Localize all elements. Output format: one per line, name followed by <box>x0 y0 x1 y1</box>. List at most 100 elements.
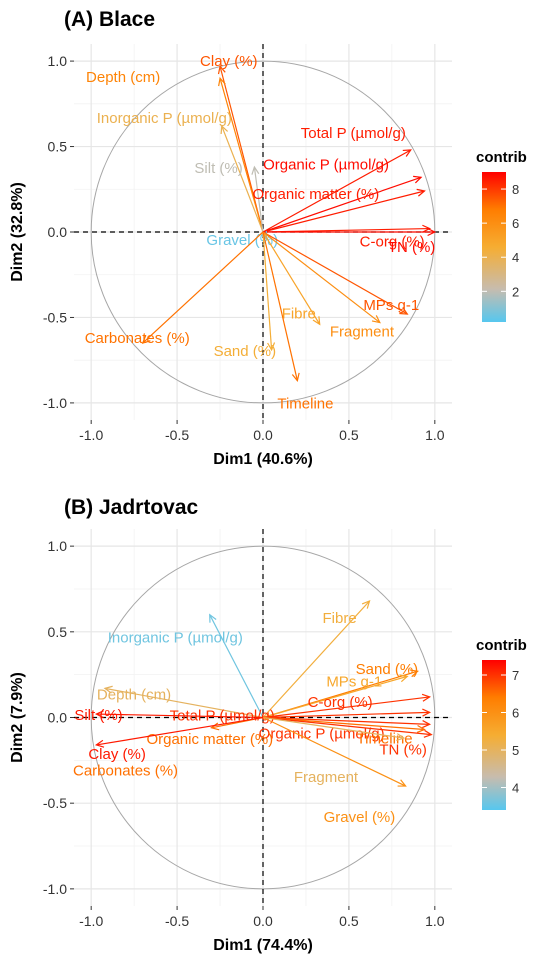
arrow-head <box>422 720 432 729</box>
arrow-shaft <box>262 149 412 233</box>
arrow-shaft <box>262 231 273 350</box>
panel-title: (A) Blace <box>64 8 155 31</box>
y-tick-label: -0.5 <box>43 309 67 325</box>
y-axis-title: Dim2 (7.9%) <box>9 672 26 763</box>
arrow-head <box>361 599 371 609</box>
variable-label: C-org (%) <box>308 694 373 711</box>
variable-label: Carbonates (%) <box>73 763 178 780</box>
legend-tick-label: 8 <box>512 182 519 197</box>
x-tick-label: 0.5 <box>339 427 359 443</box>
legend-tick-label: 7 <box>512 668 519 683</box>
arrow-shaft <box>262 600 370 718</box>
variable-label: TN (%) <box>379 742 427 759</box>
arrow-shaft <box>219 78 264 233</box>
arrow-fragment: Fragment <box>262 231 395 341</box>
arrow-shaft <box>96 713 264 719</box>
arrow-head <box>423 729 433 738</box>
variable-label: Organic matter (%) <box>146 731 273 748</box>
x-tick-label: 1.0 <box>425 427 445 443</box>
arrow-shaft <box>262 711 430 719</box>
arrow-silt: Silt (%) <box>194 160 264 233</box>
y-axis-title: Dim2 (32.8%) <box>9 182 26 282</box>
arrow-head <box>422 224 432 233</box>
arrow-shaft <box>262 190 425 233</box>
y-tick-label: -0.5 <box>43 795 67 811</box>
arrow-carbonates: Carbonates (%) <box>85 231 264 347</box>
y-tick-label: 0.0 <box>48 224 68 240</box>
variable-label: Timeline <box>277 396 333 413</box>
arrow-head <box>103 685 113 694</box>
arrow-head <box>422 708 432 717</box>
x-axis-title: Dim1 (74.4%) <box>213 937 313 954</box>
y-tick-label: -1.0 <box>43 881 67 897</box>
arrow-shaft <box>262 231 381 324</box>
legend-tick-label: 6 <box>512 216 519 231</box>
legend-colorbar <box>482 660 506 810</box>
arrow-head <box>416 724 426 733</box>
panel-title: (B) Jadrtovac <box>64 496 199 519</box>
variable-label: Organic P (µmol/g) <box>263 156 389 173</box>
arrow-organic-matter: Organic matter (%) <box>253 186 426 233</box>
arrow-head <box>312 316 321 326</box>
arrow-gravel: Gravel (%) <box>262 716 407 826</box>
arrow-head <box>409 669 419 678</box>
arrow-organic-p-umol-g: Organic P (µmol/g) <box>262 156 423 233</box>
arrow-head <box>416 188 426 197</box>
x-tick-label: 0.0 <box>253 913 273 929</box>
arrow-shaft <box>262 231 321 325</box>
arrow-sand: Sand (%) <box>214 231 277 360</box>
x-tick-label: -1.0 <box>79 427 103 443</box>
arrow-head <box>210 722 220 731</box>
arrow-head <box>397 779 407 787</box>
legend-title: contrib <box>476 149 527 166</box>
arrow-head <box>396 733 406 742</box>
arrow-shaft <box>262 716 432 736</box>
arrow-head <box>399 307 409 315</box>
arrow-timeline: Timeline <box>262 231 334 413</box>
variable-label: TN (%) <box>388 239 436 256</box>
variable-label: Gravel (%) <box>324 809 396 826</box>
arrow-c-org: C-org (%) <box>262 693 432 719</box>
arrow-total-p-umol-g: Total P (µmol/g) <box>262 125 412 233</box>
x-tick-label: -0.5 <box>165 427 189 443</box>
legend-tick-label: 5 <box>512 743 519 758</box>
legend-tick-label: 6 <box>512 706 519 721</box>
arrow-shaft <box>253 166 264 233</box>
arrow-head <box>427 227 437 237</box>
legend-tick-label: 4 <box>512 250 519 265</box>
variable-label: Carbonates (%) <box>85 330 190 347</box>
arrow-fibre: Fibre <box>262 599 371 718</box>
arrow-head <box>399 674 409 683</box>
arrow-head <box>413 175 423 184</box>
x-tick-label: 1.0 <box>425 913 445 929</box>
arrow-mps-g-1: MPs g-1 <box>262 231 419 315</box>
arrow-organic-p-umol-g: Organic P (µmol/g) <box>259 716 432 742</box>
y-tick-label: 1.0 <box>48 53 68 69</box>
y-tick-label: 0.0 <box>48 710 68 726</box>
arrow-shaft <box>262 231 298 381</box>
variable-label: Fibre <box>282 305 316 322</box>
legend-tick-label: 2 <box>512 284 519 299</box>
variable-label: Depth (cm) <box>97 686 171 703</box>
panel-blace: (A) Blace -1.0 -0.5 0.0 0.5 1.0 -1.0 -0.5 0.0 0.5… <box>9 8 527 468</box>
y-tick-label: -1.0 <box>43 395 67 411</box>
arrow-head <box>251 165 260 175</box>
variable-label: Sand (%) <box>214 343 277 360</box>
arrow-shaft <box>262 716 404 739</box>
x-tick-label: 0.0 <box>253 427 273 443</box>
arrow-shaft <box>104 687 264 719</box>
arrow-shaft <box>262 696 430 719</box>
arrow-shaft <box>262 716 425 731</box>
arrow-shaft <box>262 675 408 719</box>
arrow-shaft <box>262 176 422 233</box>
arrow-shaft <box>221 125 264 233</box>
arrow-inorganic-p-umol-g: Inorganic P (µmol/g) <box>97 110 264 233</box>
arrow-shaft <box>96 716 264 746</box>
arrow-head <box>267 342 276 352</box>
arrow-head <box>218 76 226 87</box>
arrow-head <box>220 124 229 135</box>
variable-label: Fragment <box>294 769 359 786</box>
arrow-head <box>141 335 151 345</box>
